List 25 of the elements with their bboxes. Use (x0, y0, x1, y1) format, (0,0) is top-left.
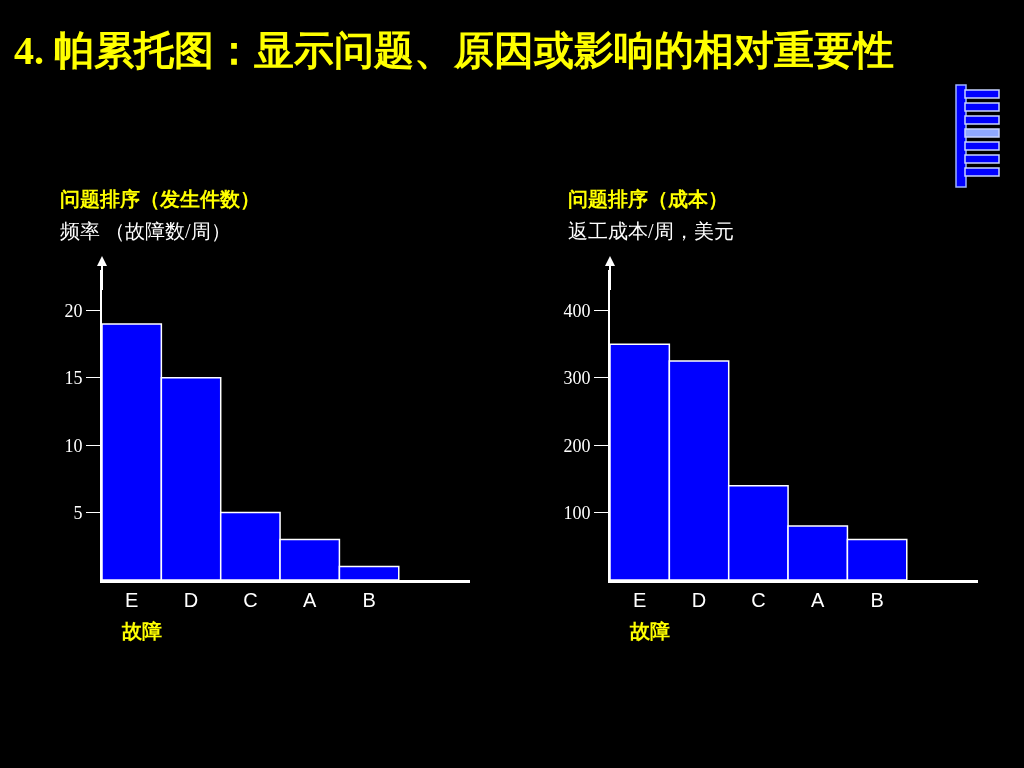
y-axis-title: 返工成本/周，美元 (568, 219, 734, 244)
y-tick-label: 400 (563, 300, 591, 321)
y-tick-label: 15 (64, 368, 83, 389)
chart-subtitle: 问题排序（成本） (568, 187, 728, 212)
y-tick-label: 100 (563, 502, 591, 523)
x-tick-label: A (811, 589, 826, 611)
y-tick-label: 10 (64, 435, 83, 456)
chart-subtitle: 问题排序（发生件数） (60, 187, 260, 212)
x-tick-label: B (362, 589, 376, 611)
chart-title: 4. 帕累托图：显示问题、原因或影响的相对重要性 (14, 27, 895, 75)
y-tick-label: 300 (563, 368, 591, 389)
x-tick-label: C (243, 589, 258, 611)
x-tick-label: E (125, 589, 139, 611)
y-tick-label: 5 (73, 502, 83, 523)
y-axis-title: 频率 （故障数/周） (60, 219, 231, 244)
y-tick-label: 200 (563, 435, 591, 456)
x-tick-label: C (751, 589, 766, 611)
x-tick-label: E (633, 589, 647, 611)
y-tick-label: 20 (64, 300, 83, 321)
x-tick-label: D (183, 589, 199, 611)
x-axis-title: 故障 (630, 619, 670, 644)
x-tick-label: D (691, 589, 707, 611)
x-axis-title: 故障 (122, 619, 162, 644)
x-tick-label: A (303, 589, 318, 611)
x-tick-label: B (870, 589, 884, 611)
